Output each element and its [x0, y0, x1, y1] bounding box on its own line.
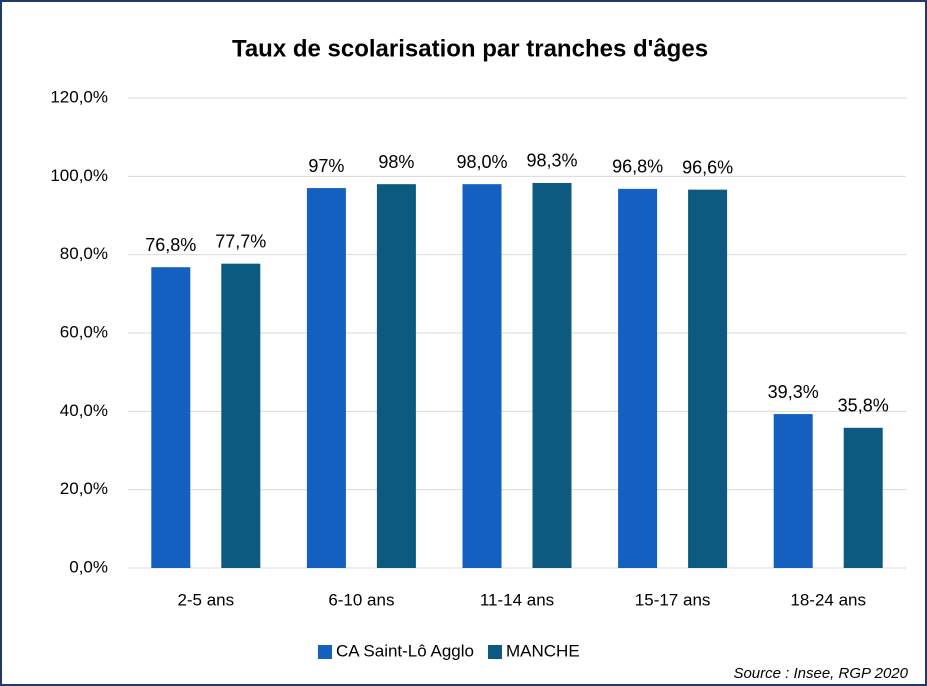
x-tick-label: 6-10 ans — [328, 590, 394, 609]
legend-swatch — [318, 645, 332, 659]
y-tick-label: 120,0% — [50, 87, 108, 106]
bar — [688, 189, 728, 568]
y-tick-label: 40,0% — [60, 401, 108, 420]
value-label: 35,8% — [838, 396, 889, 416]
x-tick-label: 11-14 ans — [480, 590, 554, 609]
legend-label: CA Saint-Lô Agglo — [336, 641, 474, 660]
legend-label: MANCHE — [506, 641, 580, 660]
chart-title: Taux de scolarisation par tranches d'âge… — [232, 35, 708, 62]
y-tick-label: 20,0% — [60, 479, 108, 498]
value-label: 77,7% — [215, 231, 266, 251]
value-label: 39,3% — [768, 382, 819, 402]
legend-swatch — [487, 645, 502, 659]
bar — [532, 182, 572, 568]
x-tick-label: 15-17 ans — [635, 590, 711, 609]
y-tick-label: 60,0% — [60, 322, 108, 341]
bar — [843, 427, 883, 568]
x-tick-label: 18-24 ans — [790, 590, 866, 609]
bar — [618, 188, 658, 568]
source-note: Source : Insee, RGP 2020 — [733, 665, 908, 682]
bar — [306, 188, 346, 569]
value-label: 96,8% — [612, 157, 663, 177]
y-tick-label: 0,0% — [69, 557, 108, 576]
value-label: 76,8% — [145, 235, 196, 255]
value-label: 96,6% — [682, 157, 733, 177]
value-label: 98,0% — [456, 152, 507, 172]
value-label: 97% — [308, 156, 344, 176]
bar — [462, 184, 502, 568]
x-tick-label: 2-5 ans — [177, 590, 234, 609]
bar — [376, 184, 416, 568]
bar — [773, 414, 813, 568]
y-tick-label: 80,0% — [60, 244, 108, 263]
bar — [221, 263, 261, 568]
bar — [151, 267, 191, 568]
value-label: 98% — [378, 152, 414, 172]
y-tick-label: 100,0% — [50, 166, 108, 185]
value-label: 98,3% — [526, 151, 577, 171]
